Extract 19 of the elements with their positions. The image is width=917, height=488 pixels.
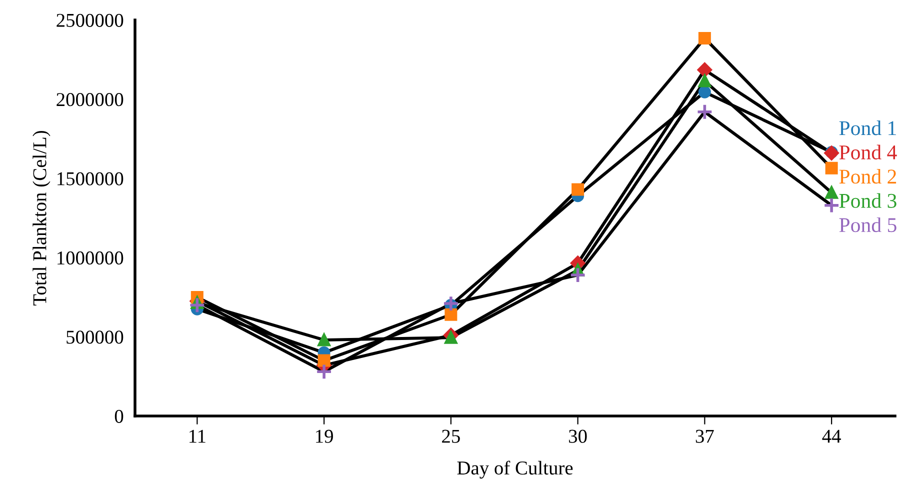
series-label: Pond 1 xyxy=(839,120,896,136)
y-tick-label: 500000 xyxy=(66,330,124,344)
series-label: Pond 4 xyxy=(839,144,897,160)
y-axis-title: Total Plankton (Cel/L) xyxy=(32,130,50,306)
y-tick-label: 1000000 xyxy=(58,251,124,265)
x-tick-label: 44 xyxy=(822,430,841,443)
series-label: Pond 2 xyxy=(839,169,896,184)
x-tick-label: 25 xyxy=(442,430,460,443)
series-label: Pond 5 xyxy=(839,217,896,232)
y-tick-label: 2000000 xyxy=(56,93,124,106)
x-axis-title: Day of Culture xyxy=(457,460,573,479)
series-label: Pond 3 xyxy=(839,193,896,208)
x-tick-label: 19 xyxy=(316,430,333,443)
y-tick-label: 2500000 xyxy=(56,14,124,27)
y-tick-label: 1500000 xyxy=(58,172,124,186)
x-tick-label: 30 xyxy=(569,430,587,443)
y-tick-label: 0 xyxy=(114,410,124,423)
x-tick-label: 11 xyxy=(190,430,206,443)
x-tick-label: 37 xyxy=(696,430,714,443)
